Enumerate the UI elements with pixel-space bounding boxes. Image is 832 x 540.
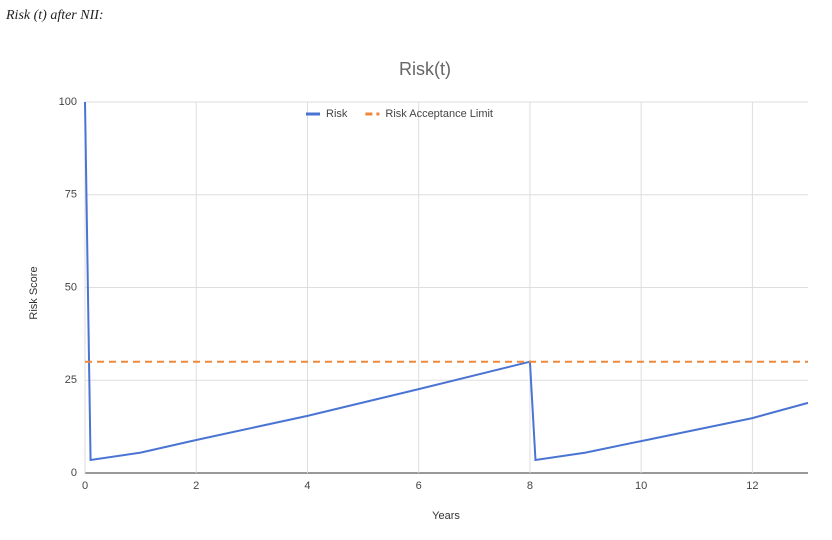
x-tick-label: 12 — [746, 480, 758, 492]
chart-title: Risk(t) — [399, 59, 451, 79]
x-tick-label: 4 — [304, 480, 310, 492]
legend-label: Risk Acceptance Limit — [385, 108, 493, 120]
legend-label: Risk — [326, 108, 348, 120]
y-tick-label: 25 — [65, 374, 77, 386]
x-axis-label: Years — [432, 510, 460, 522]
y-tick-label: 75 — [65, 189, 77, 201]
y-tick-label: 50 — [65, 281, 77, 293]
x-tick-label: 6 — [416, 480, 422, 492]
series-line — [84, 101, 809, 462]
y-tick-label: 0 — [71, 467, 77, 479]
x-tick-label: 10 — [635, 480, 647, 492]
caption: Risk (t) after NII: — [6, 8, 104, 23]
y-tick-label: 100 — [59, 96, 77, 108]
y-axis-label: Risk Score — [28, 266, 40, 319]
x-tick-label: 2 — [193, 480, 199, 492]
x-tick-label: 8 — [527, 480, 533, 492]
x-tick-label: 0 — [82, 480, 88, 492]
